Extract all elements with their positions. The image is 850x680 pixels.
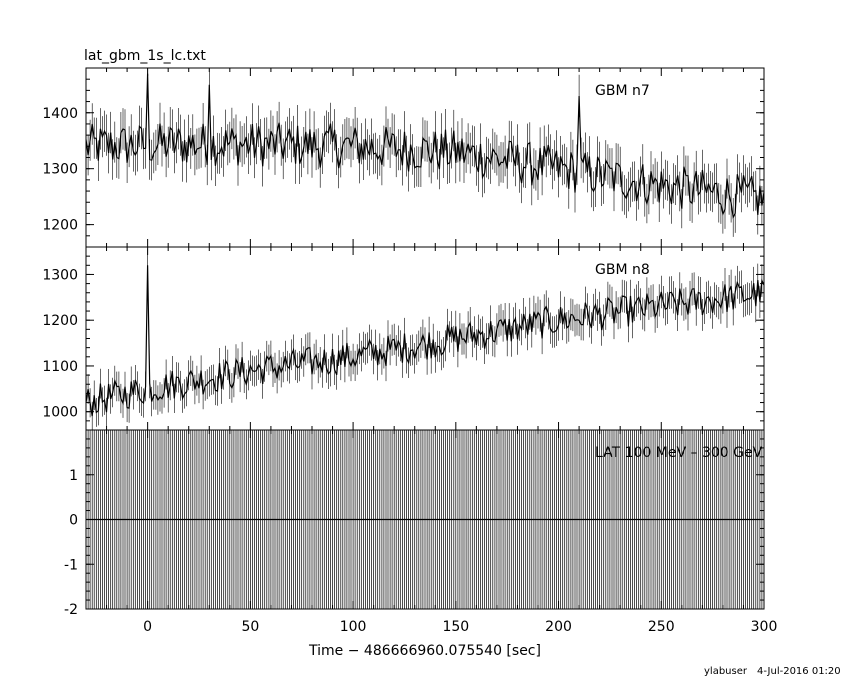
file-label: lat_gbm_1s_lc.txt (84, 48, 206, 64)
ytick-label: 1200 (42, 218, 78, 234)
xtick-label: 250 (648, 619, 675, 635)
ytick-label: 1000 (42, 405, 78, 421)
xtick-label: 150 (442, 619, 469, 635)
footer-date: 4-Jul-2016 01:20 (757, 666, 841, 677)
xtick-label: 50 (241, 619, 259, 635)
series-bottom (86, 430, 764, 609)
ytick-label: 1 (69, 468, 78, 484)
annotation-bottom: LAT 100 MeV – 300 GeV (595, 445, 763, 461)
xtick-label: 300 (751, 619, 778, 635)
ytick-label: 0 (69, 513, 78, 529)
panel-lat: -2 -1 0 1 0 50 100 150 200 250 300 LAT 100 MeV – 30… (64, 429, 778, 635)
panel-gbm-n8: 1000 1100 1200 1300 GBM n8 (42, 246, 765, 431)
ytick-label: -2 (64, 602, 78, 618)
xtick-label: 0 (143, 619, 152, 635)
annotation-top: GBM n7 (595, 83, 650, 99)
x-axis-label: Time − 486666960.075540 [sec] (308, 643, 541, 659)
light-curve-middle (86, 265, 764, 417)
xtick-label: 100 (340, 619, 367, 635)
ytick-label: 1200 (42, 313, 78, 329)
series-top (86, 68, 764, 237)
panel-gbm-n7: 1200 1300 1400 GBM n7 (42, 67, 765, 248)
ytick-label: -1 (64, 557, 78, 573)
error-bars-middle (86, 248, 764, 430)
xtick-label: 200 (545, 619, 572, 635)
annotation-middle: GBM n8 (595, 262, 650, 278)
ytick-label: 1300 (42, 162, 78, 178)
light-curve-top (86, 73, 764, 220)
ytick-label: 1100 (42, 359, 78, 375)
series-middle (86, 248, 764, 430)
ytick-label: 1300 (42, 267, 78, 283)
footer-user: ylabuser (704, 666, 748, 677)
ytick-label: 1400 (42, 106, 78, 122)
